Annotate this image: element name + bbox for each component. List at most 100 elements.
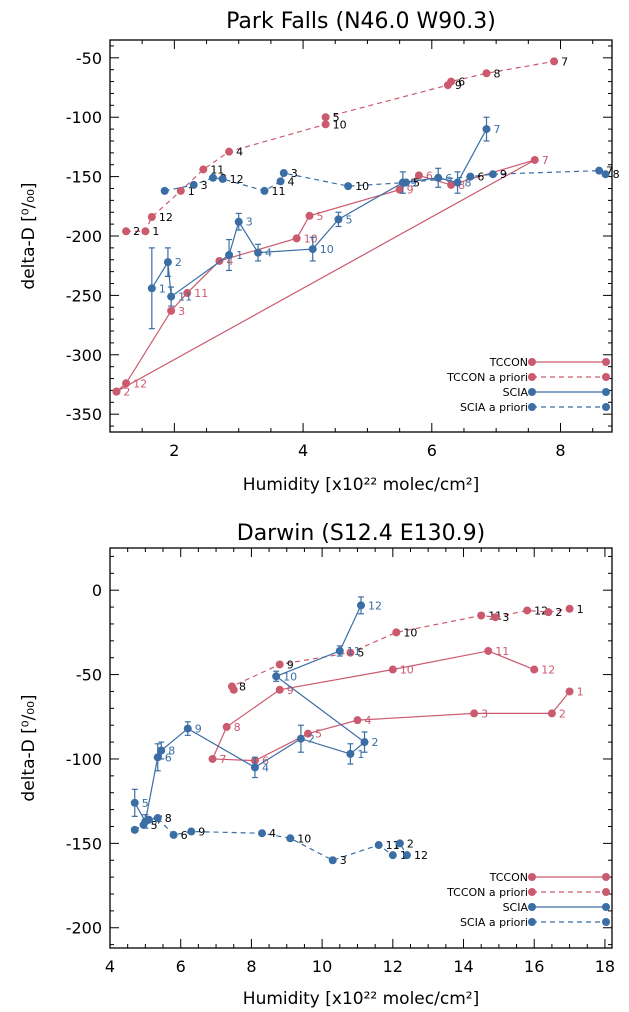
point-label: 8 <box>165 812 172 825</box>
x-tick-label: 18 <box>595 957 615 976</box>
data-point <box>357 601 365 610</box>
data-point <box>130 825 139 834</box>
x-axis-label: Humidity [x10²² molec/cm²] <box>243 989 479 1009</box>
point-label: 6 <box>477 171 484 184</box>
point-label: 11 <box>194 287 208 300</box>
data-point <box>482 125 491 134</box>
point-label: 2 <box>175 256 182 269</box>
data-point <box>141 227 150 236</box>
data-point <box>353 716 362 725</box>
y-axis-label: delta-D [⁰/₀₀] <box>19 182 39 289</box>
data-point <box>395 185 404 194</box>
point-label: 6 <box>181 829 188 842</box>
point-label: 8 <box>465 177 472 190</box>
x-tick-label: 12 <box>383 957 403 976</box>
data-point <box>167 292 176 301</box>
y-tick-label: -200 <box>66 227 102 246</box>
point-label: 10 <box>400 664 414 677</box>
y-tick-label: -50 <box>76 666 102 685</box>
y-tick-label: -150 <box>66 834 102 853</box>
point-label: 9 <box>287 658 294 671</box>
data-point <box>544 608 553 617</box>
data-point <box>122 379 131 388</box>
series-line <box>134 605 366 824</box>
point-label: 10 <box>283 670 297 683</box>
point-label: 4 <box>226 255 233 268</box>
data-point <box>183 724 192 733</box>
point-label: 7 <box>561 55 568 68</box>
legend-label: TCCON <box>489 871 528 884</box>
legend-marker <box>602 918 610 926</box>
point-label: 5 <box>317 210 324 223</box>
point-label: 7 <box>542 154 549 167</box>
data-point <box>153 753 162 762</box>
point-label: 11 <box>210 163 224 176</box>
point-label: 1 <box>188 185 195 198</box>
legend: TCCON TCCON a priori SCIA SCIA a priori <box>446 356 610 414</box>
data-point <box>491 613 500 622</box>
data-point <box>292 234 301 243</box>
point-label: 12 <box>541 664 555 677</box>
legend-marker <box>602 888 610 896</box>
data-point <box>130 798 139 807</box>
point-label: 3 <box>178 305 185 318</box>
data-point <box>208 754 217 763</box>
data-point <box>258 829 267 838</box>
legend-marker <box>602 388 610 396</box>
series-line <box>211 650 571 762</box>
data-point <box>153 814 162 823</box>
point-label: 8 <box>458 179 465 192</box>
series-tccon-a-priori: 895101131221 <box>227 603 584 694</box>
data-point <box>466 172 475 181</box>
data-point <box>346 648 355 657</box>
legend: TCCON TCCON a priori SCIA SCIA a priori <box>446 871 610 929</box>
data-point <box>222 722 231 731</box>
chart-title: Darwin (S12.4 E130.9) <box>237 521 486 546</box>
data-point <box>482 69 491 78</box>
point-label: 10 <box>355 180 369 193</box>
data-point <box>447 180 456 189</box>
legend-marker <box>528 873 536 881</box>
point-label: 9 <box>407 184 414 197</box>
data-point <box>122 227 131 236</box>
point-label: 11 <box>347 645 361 658</box>
data-point <box>402 178 411 187</box>
point-label: 2 <box>555 606 562 619</box>
point-label: 5 <box>142 797 149 810</box>
data-point <box>530 665 539 674</box>
data-point <box>147 212 156 221</box>
data-point <box>144 815 153 824</box>
data-point <box>303 729 312 738</box>
data-point <box>225 251 234 260</box>
point-label: 2 <box>407 837 414 850</box>
y-tick-label: -350 <box>66 405 102 424</box>
point-label: 1 <box>236 249 243 262</box>
data-point <box>275 660 284 669</box>
data-point <box>187 827 196 836</box>
point-label: 2 <box>123 386 130 399</box>
legend-label: TCCON <box>489 356 528 369</box>
point-label: 9 <box>195 723 202 736</box>
point-label: 5 <box>333 111 340 124</box>
point-label: 6 <box>165 751 172 764</box>
point-label: 1 <box>577 685 584 698</box>
series-line <box>116 159 536 393</box>
legend-marker <box>528 403 536 411</box>
data-point <box>530 155 539 164</box>
legend-label: TCCON a priori <box>446 371 528 384</box>
x-tick-label: 8 <box>555 441 565 460</box>
data-point <box>470 709 479 718</box>
point-label: 5 <box>151 819 158 832</box>
point-label: 8 <box>239 680 246 693</box>
data-point <box>488 170 497 179</box>
point-label: 8 <box>613 168 620 181</box>
data-point <box>346 749 355 758</box>
y-tick-label: -250 <box>66 286 102 305</box>
point-label: 8 <box>234 721 241 734</box>
point-label: 12 <box>159 211 173 224</box>
point-label: 9 <box>500 168 507 181</box>
data-point <box>453 178 462 187</box>
point-label: 9 <box>198 826 205 839</box>
